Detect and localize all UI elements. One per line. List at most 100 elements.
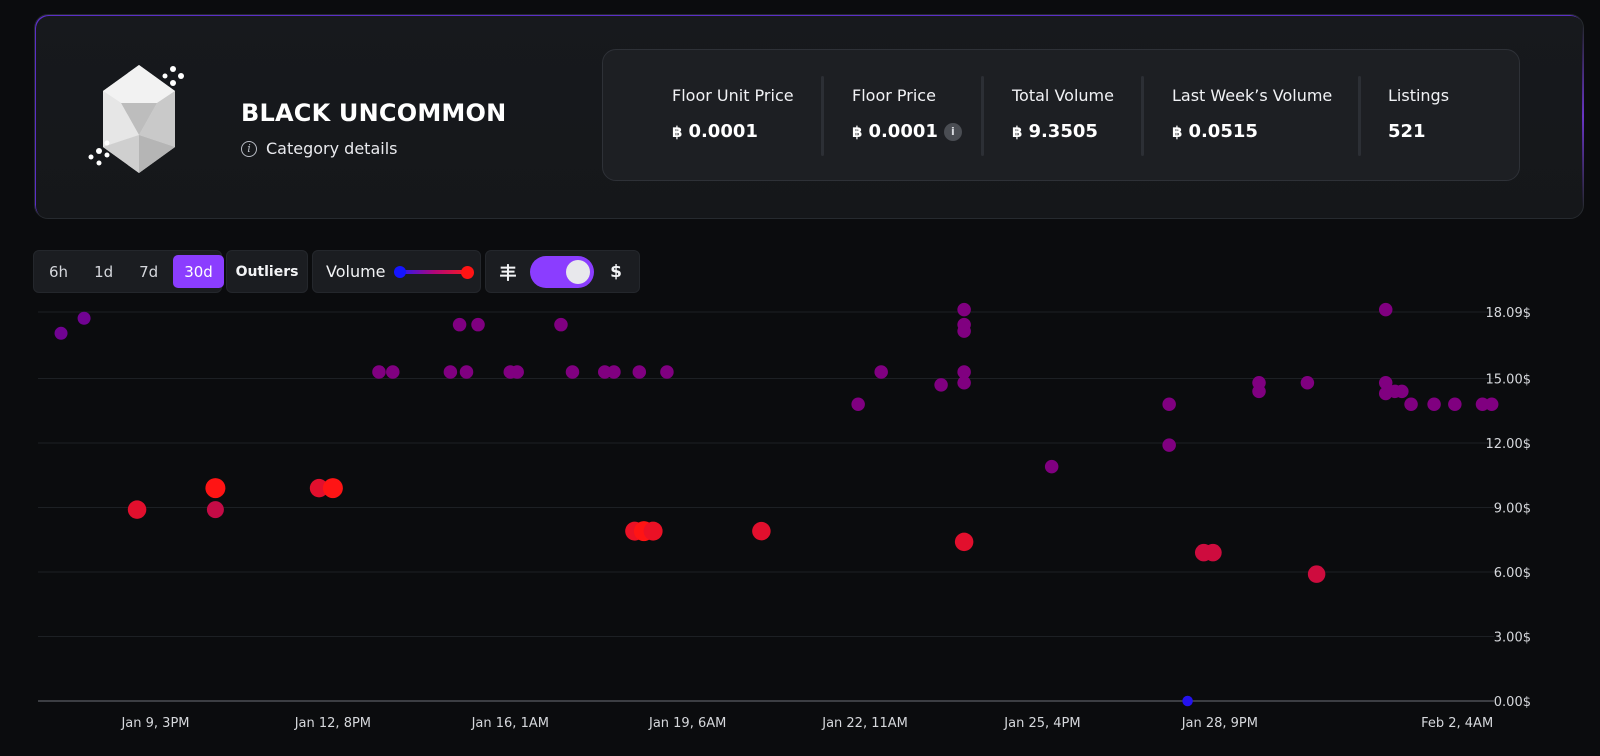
data-point[interactable] bbox=[607, 365, 621, 379]
currency-toggle-group: 丰 $ bbox=[485, 250, 640, 293]
data-point[interactable] bbox=[954, 532, 974, 552]
data-point[interactable] bbox=[851, 397, 865, 412]
volume-max-handle[interactable] bbox=[460, 265, 474, 279]
y-tick-label: 12.00$ bbox=[1486, 437, 1532, 452]
y-tick-label: 18.09$ bbox=[1486, 306, 1532, 321]
data-point[interactable] bbox=[1300, 375, 1315, 390]
data-point[interactable] bbox=[510, 365, 524, 379]
data-point[interactable] bbox=[632, 365, 647, 379]
stat-floor-unit-price: Floor Unit Price ฿ 0.0001 bbox=[672, 86, 794, 142]
data-point[interactable] bbox=[77, 311, 91, 325]
stats-panel: Floor Unit Price ฿ 0.0001 Floor Price ฿ 0.… bbox=[602, 49, 1520, 181]
collection-title: BLACK UNCOMMON bbox=[241, 99, 507, 127]
data-point[interactable] bbox=[565, 365, 580, 379]
data-point[interactable] bbox=[957, 324, 971, 338]
chart-grid bbox=[38, 311, 1494, 702]
currency-toggle[interactable] bbox=[530, 255, 594, 288]
toggle-knob bbox=[566, 259, 590, 284]
x-tick-label: Jan 12, 8PM bbox=[294, 716, 371, 731]
y-axis-labels: 0.00$ 3.00$ 6.00$ 9.00$ 12.00$ 15.00$ 18.09$ bbox=[1486, 306, 1532, 710]
stat-value: 9.3505 bbox=[1028, 121, 1098, 142]
data-point[interactable] bbox=[1427, 397, 1441, 412]
data-point[interactable] bbox=[443, 365, 458, 379]
data-point[interactable] bbox=[205, 478, 226, 499]
y-tick-label: 9.00$ bbox=[1494, 501, 1531, 516]
data-point[interactable] bbox=[1395, 384, 1409, 399]
divider bbox=[1141, 76, 1144, 156]
data-point[interactable] bbox=[1182, 695, 1193, 707]
volume-gradient-track bbox=[397, 269, 470, 274]
volume-min-handle[interactable] bbox=[393, 265, 406, 278]
data-point[interactable] bbox=[874, 365, 888, 379]
x-tick-label: Jan 28, 9PM bbox=[1181, 716, 1258, 731]
data-point[interactable] bbox=[643, 521, 663, 541]
stat-value: 0.0515 bbox=[1188, 121, 1258, 142]
bitcoin-icon: ฿ bbox=[672, 122, 683, 141]
data-point[interactable] bbox=[1252, 384, 1266, 399]
x-tick-label: Jan 9, 3PM bbox=[120, 716, 189, 731]
data-point[interactable] bbox=[1378, 302, 1393, 317]
data-point[interactable] bbox=[386, 365, 400, 379]
timeframe-6h-button[interactable]: 6h bbox=[49, 262, 69, 281]
stat-label: Floor Price bbox=[852, 86, 936, 105]
data-point[interactable] bbox=[309, 478, 329, 498]
data-point[interactable] bbox=[206, 501, 224, 519]
timeframe-1d-button[interactable]: 1d bbox=[94, 262, 114, 281]
data-point[interactable] bbox=[1162, 438, 1176, 452]
y-tick-label: 3.00$ bbox=[1494, 630, 1531, 645]
data-point[interactable] bbox=[127, 500, 147, 519]
data-point[interactable] bbox=[752, 521, 771, 541]
data-point[interactable] bbox=[372, 365, 386, 379]
volume-filter: Volume bbox=[312, 250, 481, 293]
divider bbox=[821, 76, 824, 156]
info-icon[interactable]: i bbox=[943, 122, 962, 141]
volume-range-slider[interactable] bbox=[393, 262, 474, 282]
y-tick-label: 0.00$ bbox=[1494, 695, 1531, 710]
data-point[interactable] bbox=[957, 365, 971, 379]
timeframe-selector: 6h 1d 7d 30d bbox=[33, 250, 224, 293]
stat-total-volume: Total Volume ฿ 9.3505 bbox=[1012, 86, 1114, 142]
data-point[interactable] bbox=[1484, 397, 1499, 412]
timeframe-30d-button[interactable]: 30d bbox=[173, 255, 224, 288]
stat-label: Last Week’s Volume bbox=[1172, 86, 1333, 105]
data-point[interactable] bbox=[934, 378, 948, 392]
data-point[interactable] bbox=[1204, 543, 1222, 562]
data-point[interactable] bbox=[1307, 565, 1326, 583]
data-point[interactable] bbox=[957, 375, 971, 390]
data-point[interactable] bbox=[1404, 397, 1418, 412]
x-axis-labels: Jan 9, 3PM Jan 12, 8PM Jan 16, 1AM Jan 19, … bbox=[120, 716, 1493, 731]
stat-label: Floor Unit Price bbox=[672, 86, 794, 105]
data-point[interactable] bbox=[1044, 459, 1059, 474]
divider bbox=[981, 76, 984, 156]
category-details-link[interactable]: i Category details bbox=[241, 139, 397, 158]
data-point[interactable] bbox=[957, 302, 971, 317]
data-point[interactable] bbox=[54, 326, 68, 340]
data-point[interactable] bbox=[660, 365, 674, 379]
info-icon: i bbox=[241, 140, 257, 157]
gem-logo-icon bbox=[88, 65, 184, 173]
stat-value: 0.0001 bbox=[868, 121, 938, 142]
x-tick-label: Jan 22, 11AM bbox=[821, 716, 908, 731]
timeframe-7d-button[interactable]: 7d bbox=[139, 262, 159, 281]
stat-label: Total Volume bbox=[1012, 86, 1114, 105]
stat-label: Listings bbox=[1388, 86, 1450, 105]
data-point[interactable] bbox=[1448, 397, 1462, 412]
sats-icon: 丰 bbox=[499, 264, 517, 284]
x-tick-label: Jan 19, 6AM bbox=[648, 716, 726, 731]
data-point[interactable] bbox=[554, 317, 568, 332]
data-point[interactable] bbox=[459, 365, 474, 379]
stat-value: 0.0001 bbox=[688, 121, 758, 142]
outliers-button[interactable]: Outliers bbox=[226, 250, 308, 293]
y-tick-label: 15.00$ bbox=[1486, 372, 1532, 387]
divider bbox=[1358, 76, 1361, 156]
stat-listings: Listings 521 bbox=[1388, 86, 1449, 142]
data-point[interactable] bbox=[322, 478, 343, 499]
stat-value: 521 bbox=[1388, 121, 1426, 142]
data-point[interactable] bbox=[1378, 375, 1393, 390]
data-point[interactable] bbox=[452, 317, 467, 332]
data-point[interactable] bbox=[1162, 397, 1176, 412]
outliers-label: Outliers bbox=[235, 263, 299, 280]
data-point[interactable] bbox=[471, 317, 485, 332]
bitcoin-icon: ฿ bbox=[852, 122, 863, 141]
